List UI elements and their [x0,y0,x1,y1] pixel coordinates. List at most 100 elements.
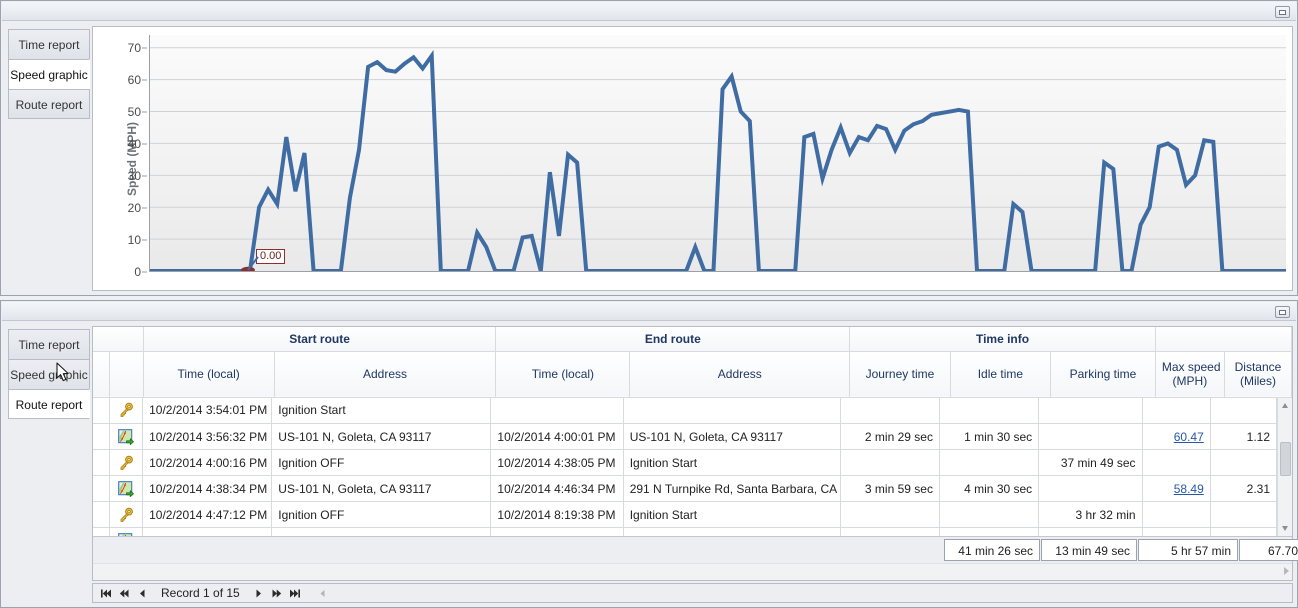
cell-idle-time: 2 min 29 sec [939,527,1040,536]
totals-row: 41 min 26 sec 13 min 49 sec 5 hr 57 min … [93,536,1298,563]
col-distance-line1: Distance [1234,360,1282,374]
first-record-icon [100,589,111,597]
cell-max-speed[interactable]: 50.19 [1142,527,1211,537]
cell-start-time: 10/2/2014 4:47:12 PM [142,501,273,528]
cell-distance: 2.31 [1210,475,1277,502]
y-axis-tick-label: 10 [127,232,141,247]
tab-time-report-label: Time report [18,38,80,52]
chevron-down-icon [1282,526,1288,531]
cell-end-time [490,397,624,424]
scroll-down-button[interactable] [1278,521,1292,536]
cell-row-selector [93,501,111,528]
col-end-time[interactable]: Time (local) [495,351,631,398]
table-row[interactable]: 10/2/2014 4:47:12 PM Ignition OFF 10/2/201… [93,501,1277,528]
nav-prev-button[interactable] [133,585,151,601]
col-start-address[interactable]: Address [274,351,497,398]
speed-series-line [150,56,1286,271]
grid-tab-speed-graphic-label: Speed graphic [10,368,88,382]
total-max-speed: 67.70 [1239,539,1298,561]
cell-row-selector [93,527,111,536]
cell-start-address: Ignition Start [271,397,492,424]
col-distance[interactable]: Distance (Miles) [1224,351,1293,398]
col-journey-time[interactable]: Journey time [849,351,951,398]
speed-line-svg [150,35,1286,271]
next-record-icon [256,589,262,597]
nav-last-button[interactable] [286,585,304,601]
col-idle-time[interactable]: Idle time [950,351,1052,398]
cell-end-address: 291 N Turnpike Rd, Santa Barbara, CA 931… [623,475,841,502]
cell-parking-time: 3 hr 32 min [1038,501,1143,528]
cell-idle-time: 4 min 30 sec [939,475,1040,502]
grid-tab-route-report[interactable]: Route report [8,389,90,419]
chevron-up-icon [1282,402,1288,408]
cell-start-time: 10/2/2014 4:00:16 PM [142,449,273,476]
cell-journey-time: 2 min 29 sec [840,423,940,450]
nav-overflow-button[interactable] [314,585,332,601]
chart-panel-titlebar [2,2,1296,21]
chart-tab-strip: Time report Speed graphic Route report [8,29,90,119]
table-row[interactable]: 10/2/2014 3:54:01 PM Ignition Start [93,397,1277,424]
max-speed-link[interactable]: 58.49 [1173,481,1204,496]
max-speed-link[interactable]: 60.47 [1173,429,1204,444]
tab-speed-graphic[interactable]: Speed graphic [8,59,90,89]
map-route-icon [118,428,134,445]
nav-next-button[interactable] [250,585,268,601]
cell-journey-time [840,501,940,528]
table-vertical-scrollbar[interactable] [1277,397,1292,536]
scroll-up-button[interactable] [1278,397,1292,413]
cell-start-address: US-101 N, Goleta, CA 93117 [271,475,492,502]
y-axis-tick-mark [142,111,147,113]
nav-prev-page-button[interactable] [115,585,133,601]
last-record-icon [290,589,301,597]
y-axis-tick-label: 60 [127,72,141,87]
key-icon [120,507,133,522]
route-table-body-region: 10/2/2014 3:54:01 PM Ignition Start 10/2/… [93,397,1292,537]
grid-tab-time-report[interactable]: Time report [8,329,90,359]
table-row[interactable]: 10/2/2014 3:56:32 PM US-101 N, Goleta, CA… [93,423,1277,450]
cell-max-speed [1142,501,1211,528]
tab-route-report[interactable]: Route report [8,89,90,119]
cell-end-time: 10/2/2014 4:46:34 PM [490,475,624,502]
speed-graphic-panel: Time report Speed graphic Route report S… [0,0,1298,296]
group-end-route: End route [495,327,851,352]
y-axis-tick-mark [142,271,147,273]
tab-time-report[interactable]: Time report [8,29,90,59]
cell-parking-time [1038,397,1143,424]
record-navigator: Record 1 of 15 [92,583,1293,603]
route-table-header: Start route End route Time info Time (lo… [93,327,1293,398]
max-speed-link[interactable]: 50.19 [1174,534,1204,537]
col-max-speed[interactable]: Max speed (MPH) [1155,351,1225,398]
cell-distance [1210,449,1277,476]
cell-event-icon [109,423,144,450]
cell-event-icon [109,501,144,528]
nav-next-page-button[interactable] [268,585,286,601]
col-end-address[interactable]: Address [629,351,851,398]
cell-max-speed[interactable]: 60.47 [1142,423,1211,450]
cell-row-selector [93,449,111,476]
cell-max-speed [1142,449,1211,476]
grid-tab-speed-graphic[interactable]: Speed graphic [8,359,90,389]
plot-area[interactable]: 0.00 [149,35,1286,272]
cell-event-icon [109,475,144,502]
col-icon [109,351,144,398]
col-start-time[interactable]: Time (local) [143,351,275,398]
speed-chart: Speed (MPH) 0 10 20 30 40 50 60 70 0.00 [93,27,1292,290]
nav-first-button[interactable] [97,585,115,601]
chart-panel-restore-button[interactable] [1275,6,1290,18]
grid-panel-restore-button[interactable] [1275,306,1290,318]
col-parking-time[interactable]: Parking time [1050,351,1156,398]
table-row[interactable]: 10/2/2014 4:00:16 PM Ignition OFF 10/2/201… [93,449,1277,476]
scroll-right-icon[interactable] [1284,567,1289,575]
cell-max-speed[interactable]: 58.49 [1142,475,1211,502]
table-row[interactable]: 10/2/2014 8:20:40 PMN Turnpike Rd, Santa… [93,527,1277,537]
cell-end-address: 7321 Mirano Dr, Goleta, CA 93117 [623,527,841,536]
cell-parking-time [1038,475,1143,502]
y-axis-tick-label: 20 [127,200,141,215]
cell-end-time: 10/2/2014 4:38:05 PM [490,449,624,476]
table-horizontal-scroll-strip[interactable] [93,563,1292,580]
cell-distance: 6.18 [1210,527,1277,536]
table-row[interactable]: 10/2/2014 4:38:34 PM US-101 N, Goleta, CA… [93,475,1277,502]
scroll-thumb[interactable] [1280,441,1291,476]
restore-icon [1279,310,1286,315]
